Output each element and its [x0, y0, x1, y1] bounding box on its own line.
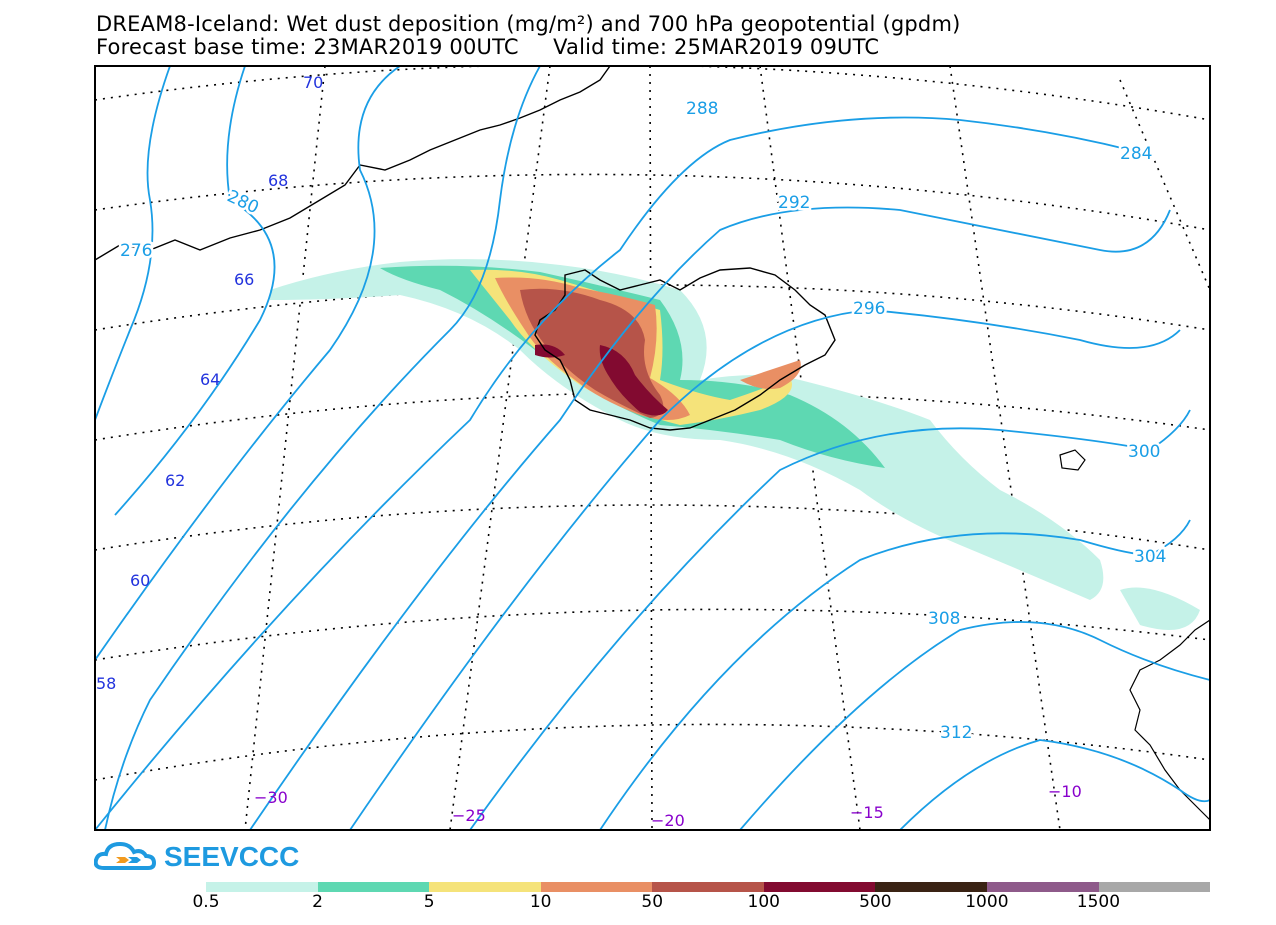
legend-swatch [986, 882, 1099, 892]
legend-label: 100 [747, 892, 780, 912]
legend-label: 0.5 [192, 892, 220, 912]
latitude-label: 62 [165, 471, 185, 490]
cloud-icon [94, 841, 157, 870]
latitude-label: 58 [96, 674, 116, 693]
seevccc-logo: SEEVCCC [94, 841, 299, 872]
legend-swatch [875, 882, 987, 892]
contour-label: 280 [224, 186, 262, 218]
map-frame [94, 65, 1211, 831]
geopotential-contours [95, 66, 1210, 830]
logo-text: SEEVCCC [164, 841, 299, 872]
longitude-label: −30 [254, 788, 288, 807]
map-title: DREAM8-Iceland: Wet dust deposition (mg/… [96, 12, 961, 36]
legend-swatch [317, 882, 430, 892]
latitude-label: 66 [234, 270, 254, 289]
contour-label: 292 [778, 193, 810, 213]
legend-label: 500 [859, 892, 892, 912]
legend-label: 1000 [965, 892, 1009, 912]
faroe-islands [1059, 449, 1086, 471]
legend-swatch [1098, 882, 1211, 892]
legend-color-bar [206, 882, 1211, 892]
legend-label: 2 [312, 892, 323, 912]
contour-label: 276 [120, 241, 152, 261]
legend-swatch [206, 882, 318, 892]
norway-coastline [1129, 619, 1210, 821]
legend-swatch [763, 882, 876, 892]
latitude-label: 68 [268, 171, 288, 190]
legend-label: 5 [423, 892, 435, 912]
latitude-label: 64 [200, 370, 220, 389]
longitude-label: −10 [1048, 782, 1082, 801]
legend-label: 10 [529, 892, 552, 912]
longitude-label: −25 [452, 806, 486, 825]
longitude-label: −15 [850, 803, 884, 822]
legend-swatch [540, 882, 653, 892]
legend-label: 1500 [1076, 892, 1121, 912]
contour-label: 308 [928, 609, 960, 629]
contour-label: 312 [940, 723, 972, 743]
latitude-label: 60 [130, 571, 150, 590]
contour-label: 304 [1134, 547, 1166, 567]
iceland-coastline [534, 267, 836, 431]
latitude-label: 70 [303, 73, 323, 92]
legend-label: 50 [641, 892, 664, 912]
legend-swatch [429, 882, 541, 892]
longitude-label: −20 [651, 811, 685, 830]
deposition-field [270, 259, 1200, 630]
legend-swatch [652, 882, 764, 892]
greenland-coastline [95, 66, 611, 261]
contour-label: 284 [1120, 144, 1152, 164]
contour-label: 300 [1128, 442, 1160, 462]
map-subtitle: Forecast base time: 23MAR2019 00UTC Vali… [96, 35, 880, 59]
contour-label: 296 [853, 299, 885, 319]
contour-label: 288 [686, 99, 718, 119]
